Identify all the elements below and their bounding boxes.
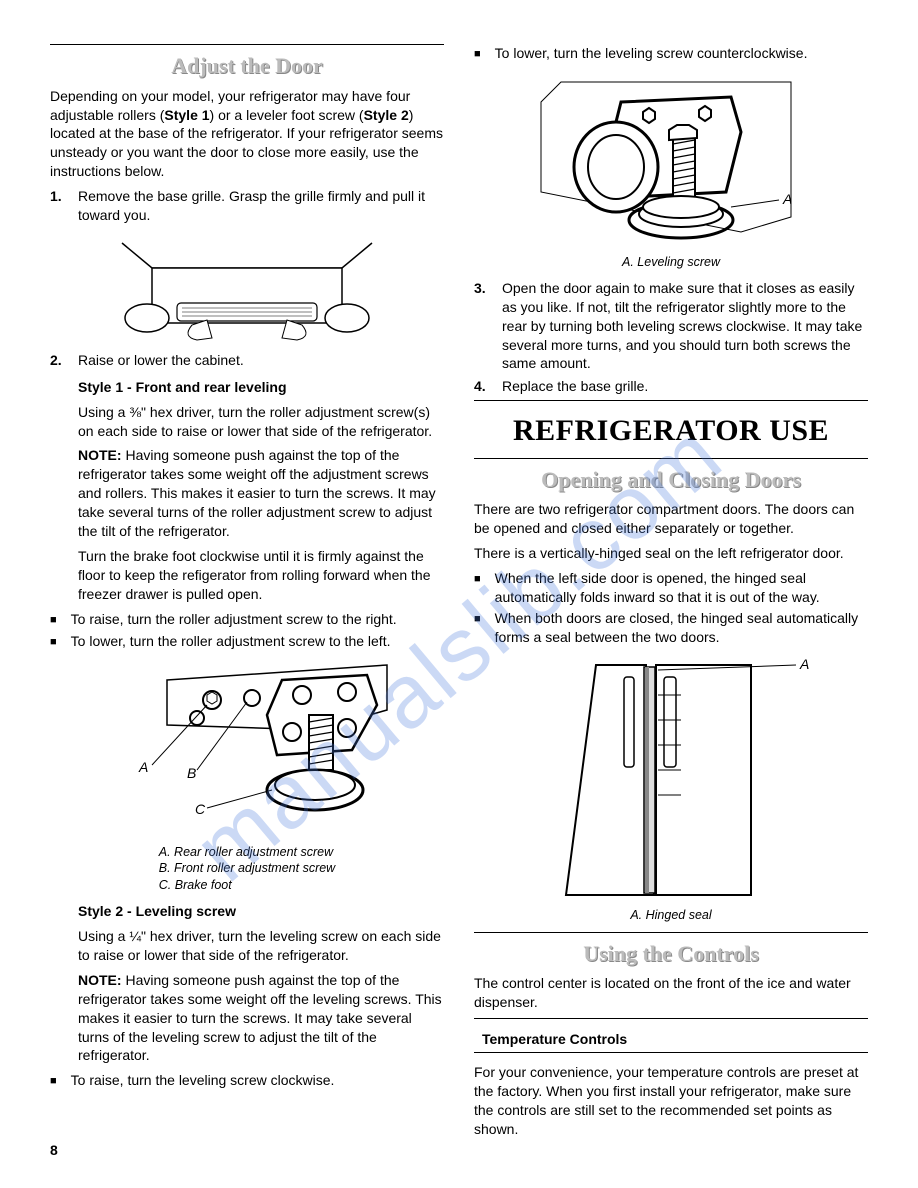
style2-heading: Style 2 - Leveling screw (78, 902, 444, 921)
bullet-text: To lower, turn the roller adjustment scr… (71, 632, 391, 652)
leveling-illustration: A (531, 72, 811, 252)
rule (50, 44, 444, 45)
rule (474, 932, 868, 933)
style1-text: Using a ⅜" hex driver, turn the roller a… (78, 403, 444, 441)
steps-list: 2. Raise or lower the cabinet. (50, 351, 444, 370)
doors-p1: There are two refrigerator compartment d… (474, 500, 868, 538)
steps-list: 1. Remove the base grille. Grasp the gri… (50, 187, 444, 225)
right-column: ■ To lower, turn the leveling screw count… (474, 40, 868, 1144)
figure-base-grille (50, 233, 444, 343)
bullet: ■ When both doors are closed, the hinged … (474, 609, 868, 647)
main-title-refrigerator-use: REFRIGERATOR USE (474, 411, 868, 452)
step-text: Open the door again to make sure that it… (502, 279, 868, 373)
style1-block: Style 1 - Front and rear leveling Using … (78, 378, 444, 604)
step-number: 1. (50, 187, 68, 225)
style2-bold: Style 2 (364, 107, 409, 123)
figure-hinged-seal: A A. Hinged seal (474, 655, 868, 924)
style1-heading: Style 1 - Front and rear leveling (78, 378, 444, 397)
label-a: A (799, 656, 809, 672)
bullet-text: To lower, turn the leveling screw counte… (495, 44, 808, 64)
bullet: ■ To lower, turn the leveling screw count… (474, 44, 868, 64)
note-label: NOTE: (78, 447, 122, 463)
caption-c: C. Brake foot (159, 877, 335, 894)
bullet-icon: ■ (50, 610, 57, 630)
label-b: B (187, 765, 196, 781)
step-text: Replace the base grille. (502, 377, 868, 396)
bullet: ■ When the left side door is opened, the … (474, 569, 868, 607)
text: Having someone push against the top of t… (78, 447, 436, 539)
step-number: 3. (474, 279, 492, 373)
page-columns: Adjust the Door Depending on your model,… (50, 40, 868, 1144)
style1-note: NOTE: Having someone push against the to… (78, 446, 444, 540)
controls-p1: The control center is located on the fro… (474, 974, 868, 1012)
style1-brake: Turn the brake foot clockwise until it i… (78, 547, 444, 604)
style2-note: NOTE: Having someone push against the to… (78, 971, 444, 1065)
left-column: Adjust the Door Depending on your model,… (50, 40, 444, 1144)
roller-illustration: A B C (97, 660, 397, 840)
style2-bullets: ■ To raise, turn the leveling screw clock… (50, 1071, 444, 1091)
bullet-icon: ■ (474, 44, 481, 64)
label-c: C (195, 801, 206, 817)
bullet: ■ To raise, turn the leveling screw clock… (50, 1071, 444, 1091)
step-4: 4. Replace the base grille. (474, 377, 868, 396)
rule (474, 1018, 868, 1019)
bullet-text: To raise, turn the leveling screw clockw… (71, 1071, 335, 1091)
bullet-icon: ■ (474, 609, 481, 647)
doors-bullets: ■ When the left side door is opened, the … (474, 569, 868, 647)
step-1: 1. Remove the base grille. Grasp the gri… (50, 187, 444, 225)
steps-list: 3. Open the door again to make sure that… (474, 279, 868, 396)
rule (474, 458, 868, 459)
temp-p1: For your convenience, your temperature c… (474, 1063, 868, 1139)
figure-roller-screws: A B C A. Rear roller adjustment screw B.… (50, 660, 444, 895)
bullet-text: When both doors are closed, the hinged s… (495, 609, 868, 647)
figure-caption: A. Leveling screw (474, 254, 868, 271)
hinged-seal-illustration: A (526, 655, 816, 905)
step-number: 4. (474, 377, 492, 396)
grille-illustration (102, 233, 392, 343)
step-text: Remove the base grille. Grasp the grille… (78, 187, 444, 225)
bullet: ■ To raise, turn the roller adjustment sc… (50, 610, 444, 630)
temperature-controls-heading: Temperature Controls (474, 1027, 868, 1053)
section-title-using-controls: Using the Controls (474, 939, 868, 969)
style2-block: Style 2 - Leveling screw Using a ¼" hex … (78, 902, 444, 1065)
figure-leveling-screw: A A. Leveling screw (474, 72, 868, 271)
section-title-adjust-door: Adjust the Door (50, 51, 444, 81)
step-text: Raise or lower the cabinet. (78, 351, 444, 370)
figure-caption: A. Hinged seal (474, 907, 868, 924)
style1-bold: Style 1 (164, 107, 209, 123)
intro-paragraph: Depending on your model, your refrigerat… (50, 87, 444, 181)
step-2: 2. Raise or lower the cabinet. (50, 351, 444, 370)
style1-bullets: ■ To raise, turn the roller adjustment sc… (50, 610, 444, 652)
text: ) or a leveler foot screw ( (210, 107, 364, 123)
right-top-bullets: ■ To lower, turn the leveling screw count… (474, 44, 868, 64)
figure-captions: A. Rear roller adjustment screw B. Front… (159, 844, 335, 895)
step-3: 3. Open the door again to make sure that… (474, 279, 868, 373)
bullet-icon: ■ (474, 569, 481, 607)
bullet-text: To raise, turn the roller adjustment scr… (71, 610, 397, 630)
bullet-icon: ■ (50, 632, 57, 652)
doors-p2: There is a vertically-hinged seal on the… (474, 544, 868, 563)
section-title-opening-doors: Opening and Closing Doors (474, 465, 868, 495)
caption-a: A. Rear roller adjustment screw (159, 844, 335, 861)
text: Having someone push against the top of t… (78, 972, 442, 1064)
step-number: 2. (50, 351, 68, 370)
bullet-icon: ■ (50, 1071, 57, 1091)
label-a: A (138, 759, 148, 775)
label-a: A (782, 191, 792, 207)
rule (474, 400, 868, 401)
page-number: 8 (50, 1141, 58, 1160)
bullet-text: When the left side door is opened, the h… (495, 569, 868, 607)
note-label: NOTE: (78, 972, 122, 988)
caption-b: B. Front roller adjustment screw (159, 860, 335, 877)
style2-text: Using a ¼" hex driver, turn the leveling… (78, 927, 444, 965)
bullet: ■ To lower, turn the roller adjustment sc… (50, 632, 444, 652)
